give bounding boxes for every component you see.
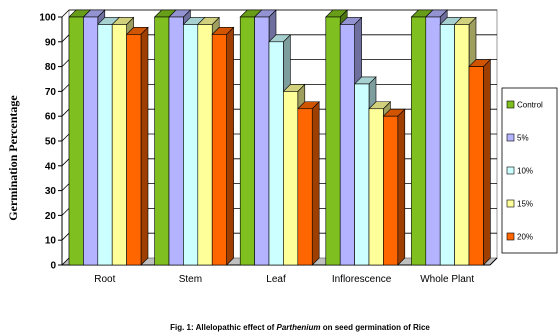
category-label: Root bbox=[94, 274, 115, 285]
legend-label: 5% bbox=[517, 134, 529, 143]
y-tick-label: 30 bbox=[45, 186, 57, 197]
figure-caption: Fig. 1: Allelopathic effect of Partheniu… bbox=[170, 323, 430, 332]
caption-italic: Parthenium bbox=[277, 323, 321, 332]
bar bbox=[468, 58, 492, 266]
caption-suffix: on seed germination of Rice bbox=[321, 323, 431, 332]
legend-swatch bbox=[506, 232, 515, 241]
bar bbox=[297, 101, 320, 266]
category-label: Leaf bbox=[266, 274, 286, 285]
bars bbox=[68, 9, 492, 266]
y-tick-label: 80 bbox=[45, 62, 57, 73]
y-tick-label: 50 bbox=[45, 137, 57, 148]
category-label: Inflorescence bbox=[332, 274, 392, 285]
bar-group bbox=[410, 9, 492, 266]
category-label: Stem bbox=[179, 274, 202, 285]
legend: Control 5% 10% 15% 20% bbox=[501, 87, 558, 254]
y-tick-label: 70 bbox=[45, 87, 57, 98]
category-labels: Root Stem Leaf Inflorescence Whole Plant bbox=[94, 274, 474, 285]
legend-swatch bbox=[506, 166, 515, 175]
legend-item: 10% bbox=[506, 166, 533, 176]
y-tick-label: 10 bbox=[45, 236, 57, 247]
y-tick-labels: 0 10 20 30 40 50 60 70 80 90 100 bbox=[39, 13, 56, 272]
y-tick-label: 40 bbox=[45, 161, 57, 172]
legend-label: 15% bbox=[517, 200, 533, 209]
legend-item: 20% bbox=[506, 232, 533, 242]
legend-swatch bbox=[506, 133, 515, 142]
bar-group bbox=[325, 9, 406, 266]
legend-swatch bbox=[506, 100, 515, 109]
legend-item: Control bbox=[506, 100, 543, 110]
bar-group bbox=[153, 9, 235, 266]
y-tick-label: 90 bbox=[45, 37, 57, 48]
bar bbox=[211, 26, 235, 266]
bar-group bbox=[68, 9, 149, 266]
bar bbox=[125, 26, 149, 266]
legend-label: 10% bbox=[517, 167, 533, 176]
legend-swatch bbox=[506, 199, 515, 208]
y-tick-label: 20 bbox=[45, 211, 57, 222]
y-axis-label: Germination Percentage bbox=[6, 95, 20, 221]
legend-item: 5% bbox=[506, 133, 529, 143]
y-tick-label: 0 bbox=[50, 261, 56, 272]
category-label: Whole Plant bbox=[420, 274, 474, 285]
bar bbox=[382, 108, 406, 266]
y-tick-label: 100 bbox=[39, 13, 56, 24]
caption-prefix: Fig. 1: Allelopathic effect of bbox=[170, 323, 276, 332]
y-tick-label: 60 bbox=[45, 112, 57, 123]
legend-label: 20% bbox=[517, 233, 533, 242]
legend-item: 15% bbox=[506, 199, 533, 209]
bar-group bbox=[239, 9, 320, 266]
legend-label: Control bbox=[517, 101, 543, 110]
